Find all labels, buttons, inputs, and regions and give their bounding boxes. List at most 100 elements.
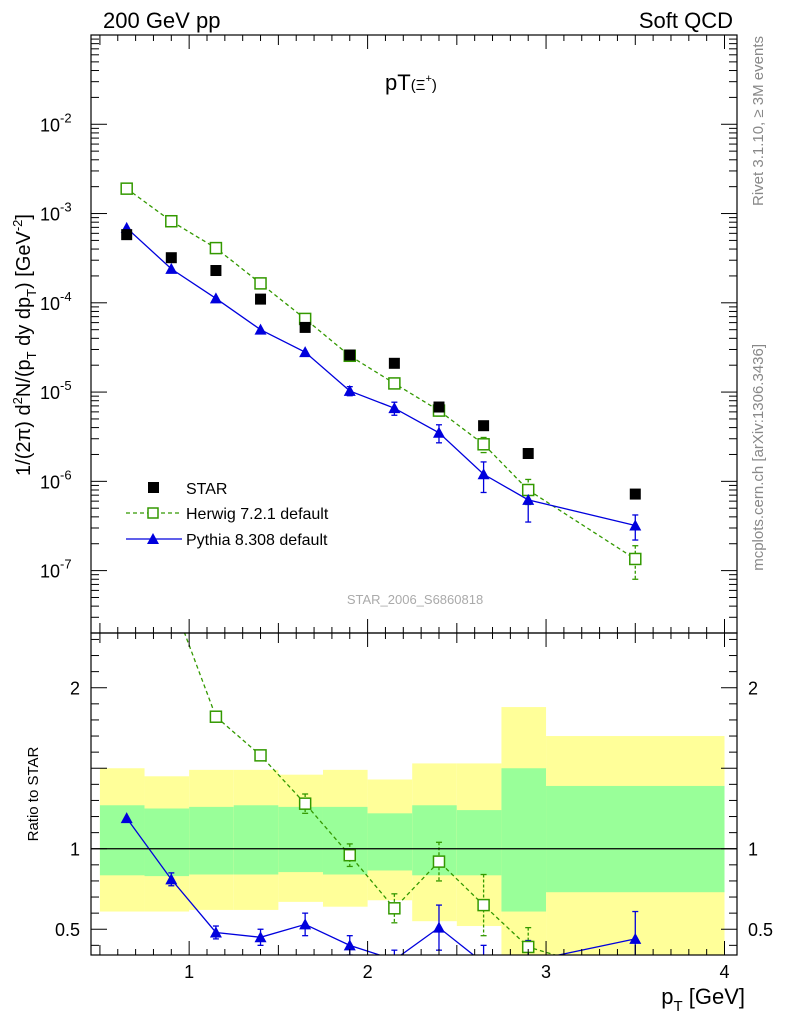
ratio-herwig-point-10 bbox=[630, 974, 641, 985]
ylabel-part-5: T bbox=[24, 289, 39, 297]
ratio-y-tick-label-left: 0.5 bbox=[55, 920, 80, 940]
ratio-band-inner-2 bbox=[189, 806, 234, 875]
star-point-3 bbox=[255, 293, 267, 305]
ratio-pythia-point-10 bbox=[629, 932, 642, 944]
herwig-point-3 bbox=[254, 277, 267, 290]
x-tick-label-2: 2 bbox=[363, 962, 373, 982]
star-point-1 bbox=[165, 252, 177, 264]
plot-title-sup: + bbox=[425, 73, 431, 85]
plot-title-close: ) bbox=[432, 77, 437, 94]
tick-exponent: -5 bbox=[60, 378, 72, 393]
ratio-band-inner-10 bbox=[546, 785, 725, 893]
ylabel-part-4: dy dp bbox=[13, 297, 35, 351]
tick-exponent: -4 bbox=[60, 289, 72, 304]
analysis-id: STAR_2006_S6860818 bbox=[347, 592, 483, 607]
ratio-y-tick-label-right: 1 bbox=[748, 840, 758, 860]
ratio-pythia-point-5 bbox=[343, 939, 356, 951]
herwig-point-6 bbox=[388, 377, 401, 390]
star-point-4 bbox=[299, 321, 311, 333]
ratio-pythia-point-0 bbox=[120, 812, 133, 824]
pythia-point-7 bbox=[432, 426, 445, 438]
pythia-point-5 bbox=[343, 384, 356, 396]
ratio-herwig-point-1 bbox=[166, 592, 177, 603]
ratio-band-inner-9 bbox=[501, 768, 547, 912]
ratio-band-inner-4 bbox=[278, 806, 323, 873]
plot-title-sub: (Ξ bbox=[411, 77, 426, 94]
rivet-label: Rivet 3.1.10, ≥ 3M events bbox=[750, 36, 767, 206]
tick-base: 10 bbox=[40, 205, 60, 225]
ratio-band-inner-5 bbox=[322, 806, 368, 875]
xlabel-part-1: T bbox=[673, 998, 682, 1015]
pythia-point-10 bbox=[629, 519, 642, 531]
ratio-ylabel: Ratio to STAR bbox=[25, 746, 42, 841]
star-point-7 bbox=[433, 401, 445, 413]
x-axis-label: pT [GeV] bbox=[661, 984, 745, 1015]
ratio-band-inner-6 bbox=[367, 813, 413, 871]
tick-exponent: -2 bbox=[60, 110, 72, 125]
main-series bbox=[120, 182, 642, 580]
pythia-point-3 bbox=[254, 323, 267, 335]
pythia-point-1 bbox=[165, 262, 178, 274]
ratio-pythia-point-3 bbox=[254, 931, 267, 943]
herwig-point-8 bbox=[477, 438, 490, 451]
main-y-tick-label: 10-5 bbox=[40, 378, 72, 403]
tick-exponent: -7 bbox=[60, 557, 72, 572]
ratio-pythia-point-7 bbox=[432, 921, 445, 933]
legend-pythia-label: Pythia 8.308 default bbox=[186, 532, 328, 549]
tick-exponent: -6 bbox=[60, 467, 72, 482]
ratio-y-tick-label-right: 0.5 bbox=[748, 920, 773, 940]
plot-title: pT(Ξ+) bbox=[385, 70, 437, 95]
ratio-herwig-point-2 bbox=[209, 710, 223, 723]
legend: STAR Herwig 7.2.1 default Pythia 8.308 d… bbox=[126, 481, 329, 549]
legend-star-marker bbox=[148, 482, 159, 493]
star-point-9 bbox=[522, 448, 534, 460]
pythia-point-6 bbox=[388, 402, 401, 414]
ratio-pythia-point-9 bbox=[522, 955, 534, 966]
x-tick-label-4: 4 bbox=[720, 962, 730, 982]
tick-base: 10 bbox=[40, 294, 60, 314]
ylabel-part-6: ) [GeV bbox=[13, 230, 35, 288]
star-point-2 bbox=[210, 265, 222, 277]
herwig-point-10 bbox=[629, 552, 642, 566]
star-point-5 bbox=[344, 349, 356, 361]
ratio-plot-frame bbox=[90, 632, 738, 956]
herwig-point-1 bbox=[165, 214, 178, 228]
header-right: Soft QCD bbox=[639, 8, 733, 33]
ylabel-part-1: 2 bbox=[10, 397, 25, 404]
ratio-pythia-point-4 bbox=[299, 918, 312, 930]
main-y-tick-label: 10-3 bbox=[40, 200, 72, 225]
xlabel-part-2: [GeV] bbox=[683, 984, 745, 1009]
ratio-y-tick-label-left: 2 bbox=[70, 679, 80, 699]
ratio-band-inner-3 bbox=[233, 805, 279, 875]
legend-herwig-label: Herwig 7.2.1 default bbox=[186, 506, 329, 523]
main-y-tick-label: 10-7 bbox=[40, 557, 72, 582]
axes: 1 2 3 410-710-610-510-410-310-20.5 0.51 12 2 bbox=[40, 34, 773, 982]
mcplots-label: mcplots.cern.ch [arXiv:1306.3436] bbox=[750, 344, 767, 571]
x-tick-label-3: 3 bbox=[541, 962, 551, 982]
plot-title-main: pT bbox=[385, 70, 411, 95]
ratio-pythia-point-2 bbox=[209, 926, 222, 938]
tick-base: 10 bbox=[40, 383, 60, 403]
main-y-tick-label: 10-4 bbox=[40, 289, 72, 314]
herwig-point-2 bbox=[209, 241, 223, 255]
tick-base: 10 bbox=[40, 562, 60, 582]
pythia-point-2 bbox=[209, 292, 222, 304]
ratio-herwig-point-5 bbox=[343, 848, 357, 862]
ratio-y-tick-label-right: 2 bbox=[748, 679, 758, 699]
ylabel-part-8: ] bbox=[13, 214, 35, 220]
main-y-tick-label: 10-6 bbox=[40, 467, 72, 492]
tick-exponent: -3 bbox=[60, 200, 72, 215]
legend-herwig-marker bbox=[147, 507, 159, 519]
tick-base: 10 bbox=[40, 472, 60, 492]
ratio-herwig-point-7 bbox=[432, 855, 446, 868]
main-y-tick-label: 10-2 bbox=[40, 110, 72, 135]
star-point-10 bbox=[629, 488, 641, 500]
ratio-bands bbox=[99, 707, 725, 955]
ylabel-part-2: N/(p bbox=[13, 359, 35, 397]
ratio-herwig-point-0 bbox=[121, 476, 132, 487]
herwig-point-0 bbox=[120, 182, 133, 195]
pythia-point-8 bbox=[477, 468, 490, 480]
header-left: 200 GeV pp bbox=[103, 8, 220, 33]
main-ylabel: 1/(2π) d2N/(pT dy dpT) [GeV-2] bbox=[10, 214, 39, 476]
